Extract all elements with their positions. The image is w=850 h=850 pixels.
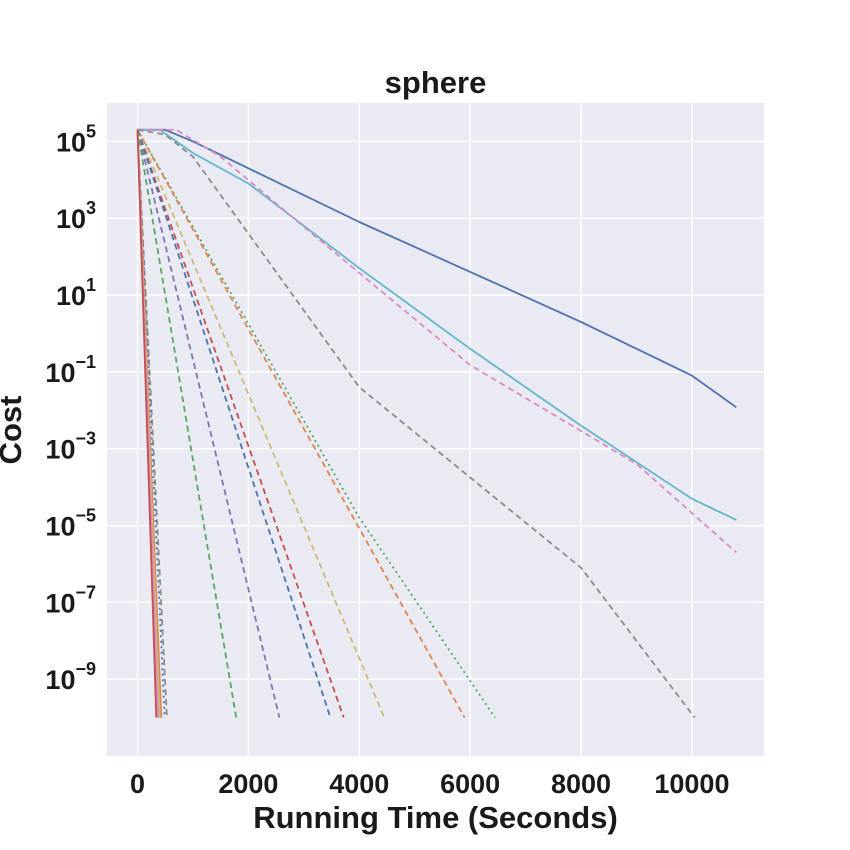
y-tick-label: 10−3 (45, 429, 96, 465)
y-tick-base: 10 (45, 435, 75, 465)
series-line-4 (137, 128, 696, 719)
y-tick-exponent: −5 (75, 506, 96, 526)
y-tick-exponent: 5 (86, 121, 96, 141)
x-axis-label: Running Time (Seconds) (253, 800, 618, 835)
x-tick-label: 6000 (440, 769, 500, 799)
x-tick-label: 0 (130, 769, 145, 799)
y-tick-exponent: −1 (75, 352, 96, 372)
y-tick-exponent: −7 (75, 582, 96, 602)
x-tick-label: 8000 (551, 769, 611, 799)
y-tick-label: 10−1 (45, 352, 96, 388)
y-tick-base: 10 (56, 281, 86, 311)
chart-title: sphere (385, 65, 487, 100)
x-tick-label: 2000 (218, 769, 278, 799)
series-line-2 (137, 128, 737, 521)
x-tick-label: 10000 (654, 769, 729, 799)
series-line-12 (136, 129, 168, 718)
y-tick-base: 10 (45, 358, 75, 388)
series-line-6 (136, 129, 466, 719)
y-axis-label: Cost (0, 396, 28, 465)
y-tick-exponent: 3 (86, 198, 96, 218)
series-line-1 (137, 128, 737, 409)
plot-area-background (107, 103, 764, 756)
series-line-9 (136, 129, 332, 718)
y-tick-label: 10−9 (45, 659, 96, 695)
y-tick-label: 10−5 (45, 506, 96, 542)
series-line-8 (136, 129, 345, 718)
series-line-10 (136, 129, 281, 718)
y-tick-base: 10 (45, 588, 75, 618)
series-line-7 (136, 129, 386, 718)
grid-lines (107, 103, 764, 756)
y-tick-exponent: −3 (75, 429, 96, 449)
y-tick-base: 10 (45, 512, 75, 542)
series-line-17 (136, 129, 158, 718)
y-tick-label: 10−7 (45, 582, 96, 618)
y-tick-label: 101 (56, 275, 96, 311)
y-tick-label: 105 (56, 121, 96, 157)
x-tick-label: 4000 (329, 769, 389, 799)
y-tick-label: 103 (56, 198, 96, 234)
y-tick-base: 10 (56, 127, 86, 157)
x-axis-ticks: 0 2000 4000 6000 8000 10000 (130, 769, 729, 799)
series-line-5 (136, 129, 496, 719)
y-tick-exponent: 1 (86, 275, 96, 295)
series-line-13 (136, 129, 166, 718)
series-layer (136, 128, 737, 719)
y-tick-base: 10 (45, 665, 75, 695)
y-tick-base: 10 (56, 204, 86, 234)
y-tick-exponent: −9 (75, 659, 96, 679)
